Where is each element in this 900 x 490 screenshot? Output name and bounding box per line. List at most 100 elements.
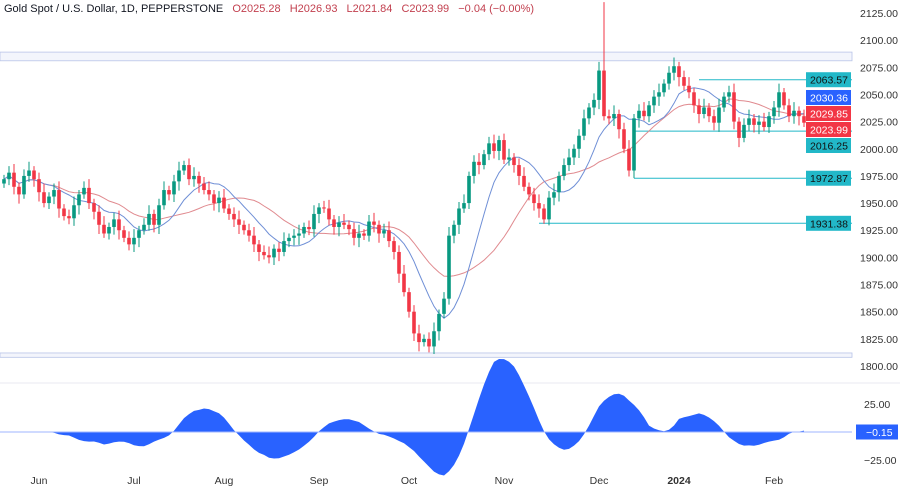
candle xyxy=(747,109,751,131)
price-tag-bg xyxy=(806,89,851,105)
candle-body xyxy=(802,116,806,123)
candle xyxy=(732,83,736,130)
price-tag-bg xyxy=(806,105,851,121)
candle xyxy=(377,220,381,243)
candle xyxy=(467,171,471,210)
candle xyxy=(667,66,671,90)
candle-body xyxy=(37,179,41,193)
price-axis-tick: 1800.00 xyxy=(860,361,898,373)
candle xyxy=(427,332,431,353)
candle xyxy=(27,161,31,182)
candle-body xyxy=(262,251,266,256)
price-axis-tick: 1850.00 xyxy=(860,307,898,319)
candle xyxy=(517,158,521,186)
oscillator-tag-label: −0.15 xyxy=(866,427,893,439)
candle xyxy=(597,61,601,110)
candle-body xyxy=(637,110,641,119)
slow-moving-average-line xyxy=(3,98,805,277)
candle-body xyxy=(762,121,766,128)
candle xyxy=(62,204,66,221)
candle-body xyxy=(417,333,421,343)
candle xyxy=(702,98,706,119)
price-tag-level: 2016.25 xyxy=(806,137,851,153)
candle xyxy=(537,194,541,218)
candle xyxy=(272,244,276,265)
candle xyxy=(322,200,326,213)
price-tag-bg xyxy=(806,170,851,186)
candle-body xyxy=(157,205,161,225)
candle-body xyxy=(587,107,591,119)
candle-body xyxy=(182,165,186,171)
candle xyxy=(102,216,106,238)
candle xyxy=(187,158,191,186)
candle-body xyxy=(152,213,156,225)
price-tag-level: 1931.38 xyxy=(806,215,851,231)
candle xyxy=(252,226,256,252)
candle-body xyxy=(537,203,541,209)
candle xyxy=(622,122,626,154)
candle-body xyxy=(792,110,796,117)
candle xyxy=(767,111,771,134)
candle-body xyxy=(52,190,56,197)
candle xyxy=(717,98,721,132)
candle xyxy=(412,305,416,342)
candle xyxy=(292,229,296,246)
candle-body xyxy=(752,118,756,125)
candle-body xyxy=(42,192,46,204)
candle-body xyxy=(452,224,456,236)
candle xyxy=(217,191,221,213)
candle xyxy=(437,309,441,341)
candle-body xyxy=(672,66,676,73)
candle-body xyxy=(282,241,286,252)
candle xyxy=(792,102,796,124)
candle-body xyxy=(337,222,341,227)
price-tag-bg xyxy=(806,215,851,231)
candle xyxy=(107,222,111,240)
time-axis-tick: Jul xyxy=(127,475,140,487)
oscillator-tag-bg xyxy=(856,424,898,440)
candle xyxy=(342,213,346,230)
candle xyxy=(337,216,341,237)
candle xyxy=(332,215,336,235)
candle-body xyxy=(222,197,226,209)
candle-body xyxy=(697,105,701,115)
candle xyxy=(77,190,81,215)
candle xyxy=(122,225,126,243)
candle-body xyxy=(732,92,736,122)
candle xyxy=(7,166,11,186)
oscillator-value-tag: −0.15 xyxy=(856,424,898,440)
candle xyxy=(477,153,481,175)
price-axis-tick: 1900.00 xyxy=(860,252,898,264)
candle-body xyxy=(12,172,16,187)
candle xyxy=(167,185,171,201)
candle xyxy=(707,103,711,123)
candle-body xyxy=(487,143,491,155)
candle xyxy=(157,198,161,235)
candle-body xyxy=(242,224,246,231)
candle-body xyxy=(352,229,356,238)
candle xyxy=(602,2,606,121)
price-tag-fast: 2030.36 xyxy=(806,89,851,105)
candle xyxy=(487,136,491,161)
candle xyxy=(197,171,201,193)
candle-body xyxy=(447,235,451,299)
candle-body xyxy=(197,175,201,184)
price-tag-slow: 2029.85 xyxy=(806,105,851,121)
candle xyxy=(407,287,411,318)
candle xyxy=(87,179,91,210)
candle xyxy=(262,245,266,260)
oscillator-axis-tick: −25.00 xyxy=(864,455,897,467)
candle-body xyxy=(347,224,351,230)
candle xyxy=(797,106,801,126)
candle-body xyxy=(147,213,151,225)
candle-body xyxy=(272,248,276,258)
candle xyxy=(192,167,196,187)
candle xyxy=(12,163,16,195)
candle-body xyxy=(297,233,301,236)
candle-body xyxy=(302,226,306,234)
candle xyxy=(737,117,741,148)
candle xyxy=(237,210,241,235)
candle-body xyxy=(227,208,231,214)
candle xyxy=(357,224,361,248)
